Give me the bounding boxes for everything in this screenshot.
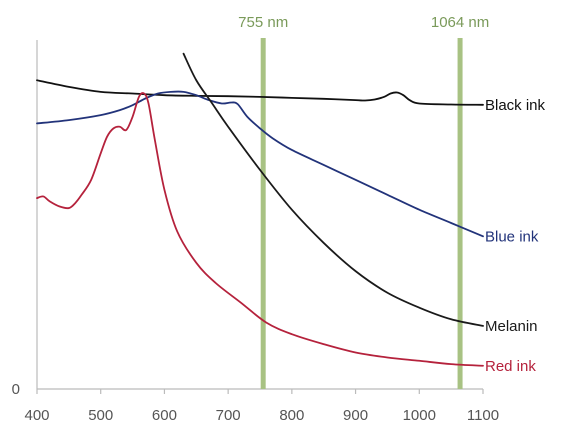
series-label-blue-ink: Blue ink	[485, 228, 539, 245]
series-label-melanin: Melanin	[485, 318, 538, 335]
series-line-melanin	[182, 52, 484, 327]
x-tick-label-800: 800	[279, 407, 304, 424]
series-label-black-ink: Black ink	[485, 97, 546, 114]
marker-label-1064-nm: 1064 nm	[431, 14, 489, 31]
y-tick-label-0: 0	[12, 381, 20, 398]
x-tick-label-400: 400	[24, 407, 49, 424]
wavelength-markers: 755 nm 1064 nm	[238, 14, 489, 389]
series-line-red-ink	[36, 92, 484, 367]
x-tick-label-1000: 1000	[403, 407, 436, 424]
axes: 400 500 600 700 800 900 1000 1100 0	[12, 40, 499, 424]
marker-label-755-nm: 755 nm	[238, 14, 288, 31]
series-label-red-ink: Red ink	[485, 358, 536, 375]
series-line-blue-ink	[36, 90, 484, 238]
x-tick-label-600: 600	[152, 407, 177, 424]
series-lines	[36, 52, 484, 367]
series-line-black-ink	[36, 79, 484, 106]
x-tick-label-1100: 1100	[467, 407, 499, 424]
x-tick-label-700: 700	[216, 407, 241, 424]
chart-labels: Black ink Blue ink Melanin Red ink	[485, 97, 546, 375]
x-tick-label-900: 900	[343, 407, 368, 424]
x-tick-label-500: 500	[88, 407, 113, 424]
